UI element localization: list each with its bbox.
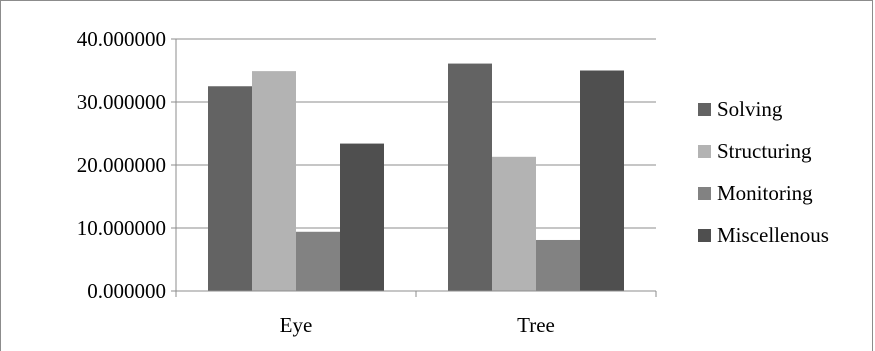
bar-structuring-tree — [492, 156, 536, 291]
y-tick-label: 10.000000 — [77, 216, 166, 240]
y-tick-label: 20.000000 — [77, 153, 166, 177]
legend-label-miscellenous: Miscellenous — [717, 223, 829, 247]
y-tick-labels: 0.000000 10.000000 20.000000 30.000000 40.00… — [77, 27, 166, 303]
bar-solving-eye — [208, 86, 252, 291]
bar-solving-tree — [448, 63, 492, 291]
x-category-labels: Eye Tree — [280, 313, 555, 337]
y-tick-label: 0.000000 — [87, 279, 166, 303]
bars — [208, 63, 624, 291]
bar-miscellenous-tree — [580, 70, 624, 291]
legend-label-solving: Solving — [717, 97, 783, 121]
bar-miscellenous-eye — [340, 143, 384, 291]
legend: Solving Structuring Monitoring Miscellenous — [698, 97, 829, 247]
legend-label-structuring: Structuring — [717, 139, 812, 163]
legend-swatch-miscellenous — [698, 229, 711, 242]
bar-monitoring-eye — [296, 231, 340, 291]
bar-monitoring-tree — [536, 239, 580, 291]
x-category-label: Tree — [517, 313, 555, 337]
legend-swatch-solving — [698, 103, 711, 116]
x-category-label: Eye — [280, 313, 313, 337]
legend-swatch-monitoring — [698, 187, 711, 200]
y-tick-label: 30.000000 — [77, 90, 166, 114]
y-tick-label: 40.000000 — [77, 27, 166, 51]
bar-structuring-eye — [252, 71, 296, 291]
legend-swatch-structuring — [698, 145, 711, 158]
axes — [171, 38, 657, 297]
legend-label-monitoring: Monitoring — [717, 181, 813, 205]
